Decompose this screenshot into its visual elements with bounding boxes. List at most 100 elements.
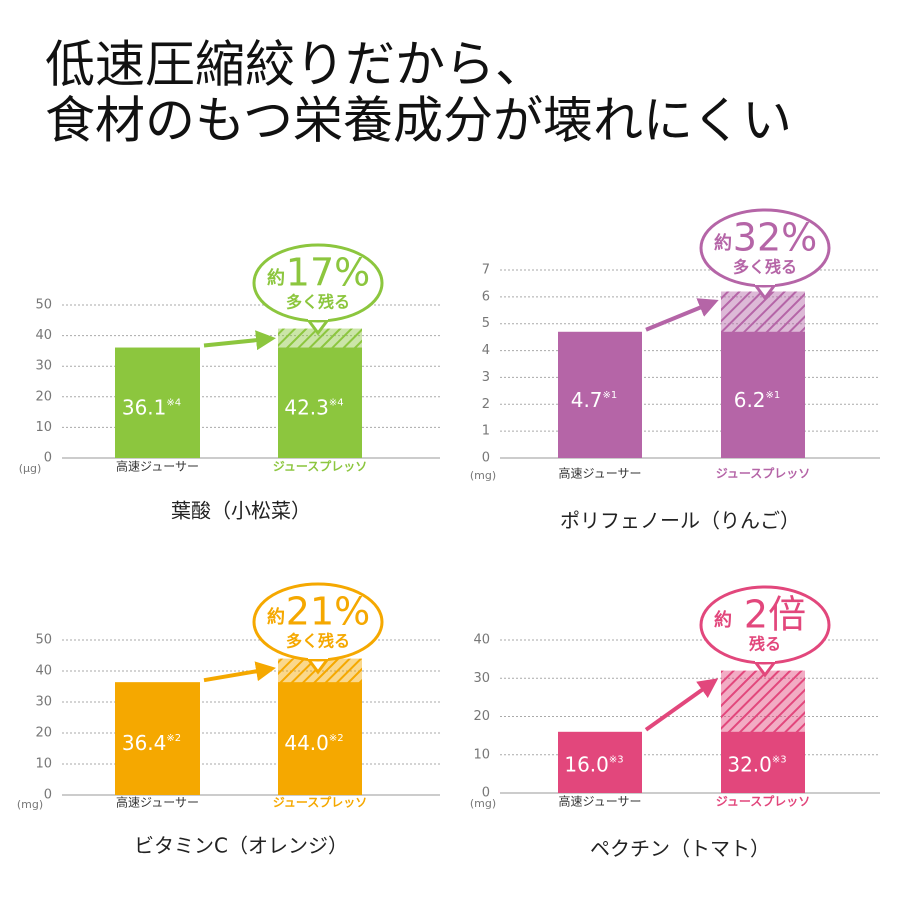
y-tick-label: 2: [482, 397, 490, 412]
chart-caption: ペクチン（トマト）: [590, 837, 770, 861]
arrow: [645, 298, 719, 332]
y-tick-label: 10: [35, 420, 52, 435]
unit-label: (mg): [470, 469, 496, 482]
callout-bubble: [699, 208, 831, 288]
value-text: 36.4: [122, 731, 167, 755]
value-text: 44.0: [284, 731, 329, 755]
arrow: [203, 661, 276, 683]
value-label: 6.2※1: [734, 388, 781, 412]
x-tick-label: ジュースプレッソ: [716, 466, 811, 481]
y-tick-label: 10: [35, 757, 52, 772]
callout-prefix: 約: [267, 606, 285, 628]
callout-tail-cover: [755, 276, 775, 285]
footnote: ※2: [329, 733, 344, 744]
y-tick-label: 50: [35, 633, 52, 648]
y-tick-label: 0: [44, 788, 52, 803]
callout-bubble: [252, 582, 384, 662]
y-tick-label: 0: [482, 451, 490, 466]
chart-caption: ポリフェノール（りんご）: [560, 509, 800, 533]
arrow: [644, 678, 719, 732]
arrow: [203, 330, 276, 351]
y-tick-label: 30: [35, 359, 52, 374]
callout-prefix: 約: [714, 232, 732, 254]
y-tick-label: 10: [473, 747, 490, 762]
callout-value: 21%: [286, 590, 370, 634]
unit-label: (mg): [470, 797, 496, 810]
value-label: 32.0※3: [727, 752, 786, 776]
bar: [115, 347, 200, 458]
y-tick-label: 5: [482, 316, 490, 331]
x-tick-label: 高速ジューサー: [116, 795, 199, 810]
callout-tail-cover: [308, 311, 328, 320]
y-tick-label: 0: [44, 451, 52, 466]
callout-text: 多く残る: [733, 258, 797, 277]
y-tick-label: 4: [482, 343, 490, 358]
x-tick-label: ジュースプレッソ: [716, 794, 811, 809]
footnote: ※3: [772, 754, 787, 765]
value-text: 42.3: [284, 395, 329, 419]
footnote: ※4: [166, 397, 181, 408]
callout-bubble: [699, 585, 831, 665]
value-label: 44.0※2: [284, 731, 343, 755]
value-label: 36.4※2: [122, 731, 181, 755]
y-tick-label: 20: [35, 389, 52, 404]
callout-prefix: 約: [714, 609, 732, 631]
y-tick-label: 40: [35, 664, 52, 679]
y-tick-label: 6: [482, 289, 490, 304]
bar: [558, 331, 642, 458]
footnote: ※4: [329, 397, 344, 408]
callout-value: 17%: [286, 251, 370, 295]
callout-value: 2倍: [744, 593, 806, 637]
chart-caption: ビタミンC（オレンジ）: [134, 834, 348, 858]
x-tick-label: 高速ジューサー: [559, 466, 642, 481]
y-tick-label: 50: [35, 298, 52, 313]
x-tick-label: 高速ジューサー: [559, 794, 642, 809]
y-tick-label: 30: [473, 671, 490, 686]
callout-text: 多く残る: [286, 632, 350, 651]
reference-portion: [721, 331, 805, 458]
y-tick-label: 7: [482, 263, 490, 278]
y-tick-label: 0: [482, 786, 490, 801]
y-tick-label: 20: [473, 709, 490, 724]
y-tick-label: 40: [473, 633, 490, 648]
title-line: 低速圧縮絞りだから、: [45, 36, 545, 94]
value-text: 32.0: [727, 752, 772, 776]
y-tick-label: 3: [482, 370, 490, 385]
reference-portion: [278, 682, 362, 795]
value-text: 4.7: [571, 388, 603, 412]
footnote: ※1: [766, 390, 781, 401]
value-text: 16.0: [564, 752, 609, 776]
y-tick-label: 20: [35, 726, 52, 741]
callout-text: 多く残る: [286, 293, 350, 312]
value-text: 36.1: [122, 395, 167, 419]
footnote: ※2: [166, 733, 181, 744]
x-tick-label: ジュースプレッソ: [273, 795, 368, 810]
bar: [558, 731, 642, 793]
value-label: 36.1※4: [122, 395, 181, 419]
y-tick-label: 40: [35, 328, 52, 343]
callout-tail-cover: [308, 650, 328, 659]
value-label: 42.3※4: [284, 395, 343, 419]
callout-text: 残る: [749, 635, 781, 654]
footnote: ※3: [609, 754, 624, 765]
unit-label: (mg): [17, 798, 43, 811]
x-tick-label: 高速ジューサー: [116, 459, 199, 474]
callout-bubble: [252, 243, 384, 323]
x-tick-label: ジュースプレッソ: [273, 459, 368, 474]
value-label: 4.7※1: [571, 388, 618, 412]
chart-caption: 葉酸（小松菜）: [171, 499, 311, 523]
callout-tail-cover: [755, 653, 775, 662]
value-label: 16.0※3: [564, 752, 623, 776]
callout-value: 32%: [733, 216, 817, 260]
reference-portion: [278, 347, 362, 458]
reference-portion: [721, 731, 805, 793]
y-tick-label: 30: [35, 695, 52, 710]
callout-prefix: 約: [267, 267, 285, 289]
y-tick-label: 1: [482, 424, 490, 439]
bar: [115, 682, 200, 795]
unit-label: (μg): [19, 462, 42, 475]
value-text: 6.2: [734, 388, 766, 412]
footnote: ※1: [603, 390, 618, 401]
title-line: 食材のもつ栄養成分が壊れにくい: [45, 92, 792, 150]
